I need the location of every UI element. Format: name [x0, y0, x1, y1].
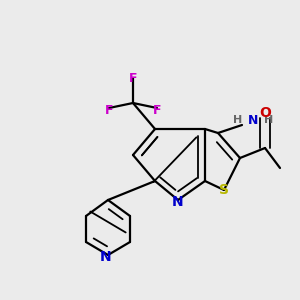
Text: F: F [129, 71, 137, 85]
Text: O: O [259, 106, 271, 120]
Text: S: S [219, 183, 229, 197]
Text: F: F [153, 103, 161, 116]
Text: N: N [172, 195, 184, 209]
Text: H: H [233, 115, 242, 125]
Text: N: N [100, 250, 112, 264]
Text: H: H [264, 115, 273, 125]
Text: N: N [248, 113, 258, 127]
Text: F: F [105, 103, 113, 116]
